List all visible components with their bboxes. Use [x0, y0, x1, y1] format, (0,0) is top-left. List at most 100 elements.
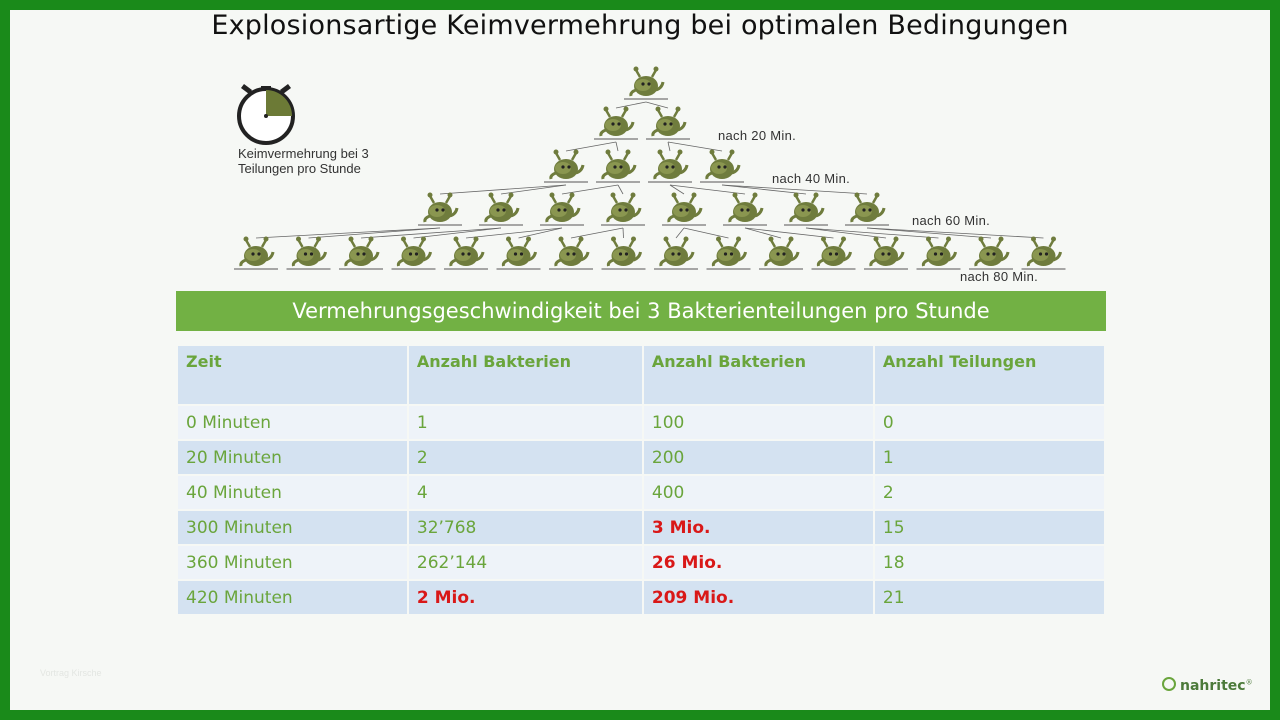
- bacterium-icon: [622, 65, 670, 101]
- header-anzahl-bakterien-1: Anzahl Bakterien: [408, 346, 642, 404]
- cell-zeit: 420 Minuten: [178, 581, 407, 614]
- division-line: [561, 184, 619, 195]
- level-label-60: nach 60 Min.: [912, 213, 991, 228]
- division-line: [645, 101, 669, 109]
- division-line: [721, 184, 807, 195]
- cell-bakterien-1: 1: [408, 406, 642, 439]
- cell-zeit: 20 Minuten: [178, 441, 407, 474]
- cell-bakterien-2: 3 Mio.: [643, 511, 873, 544]
- cell-bakterien-2: 209 Mio.: [643, 581, 873, 614]
- bacterium-icon: [416, 191, 464, 227]
- level-label-80: nach 80 Min.: [960, 269, 1039, 284]
- bacterium-icon: [232, 235, 280, 271]
- cell-bakterien-2: 26 Mio.: [643, 546, 873, 579]
- cell-bakterien-1: 262’144: [408, 546, 642, 579]
- bacterium-icon: [600, 235, 647, 271]
- bacterium-icon: [542, 148, 590, 184]
- bacterium-icon: [652, 235, 700, 271]
- division-line: [565, 141, 617, 152]
- stopwatch-caption: Keimvermehrung bei 3 Teilungen pro Stund…: [238, 146, 369, 176]
- bacterium-icon: [810, 235, 857, 271]
- cell-teilungen: 2: [874, 476, 1104, 509]
- division-line: [744, 227, 834, 239]
- bacterium-icon: [285, 235, 332, 271]
- table-header-row: Zeit Anzahl Bakterien Anzahl Bakterien A…: [178, 346, 1104, 404]
- cell-zeit: 40 Minuten: [178, 476, 407, 509]
- bacterium-icon: [757, 235, 805, 271]
- division-line: [615, 101, 647, 109]
- table-row: 0 Minuten 1 100 0: [178, 406, 1104, 439]
- cell-teilungen: 15: [874, 511, 1104, 544]
- bacterium-icon: [721, 191, 769, 227]
- division-line: [360, 227, 502, 239]
- division-line: [667, 141, 671, 152]
- division-line: [744, 227, 782, 239]
- header-anzahl-bakterien-2: Anzahl Bakterien: [643, 346, 873, 404]
- bacterium-icon: [538, 191, 586, 227]
- header-zeit: Zeit: [178, 346, 407, 404]
- cell-bakterien-2: 100: [643, 406, 873, 439]
- bacterium-icon: [495, 235, 542, 271]
- division-line: [805, 227, 887, 239]
- division-line: [866, 227, 1044, 239]
- division-line: [308, 227, 441, 239]
- bacterium-icon: [442, 235, 490, 271]
- bacteria-pyramid-illustration: [232, 65, 1067, 271]
- bacterium-icon: [337, 235, 385, 271]
- table-row: 420 Minuten 2 Mio. 209 Mio. 21: [178, 581, 1104, 614]
- stopwatch-icon: [237, 84, 295, 145]
- table-row: 20 Minuten 2 200 1: [178, 441, 1104, 474]
- logo-mark-icon: [1162, 677, 1176, 691]
- cell-bakterien-1: 2: [408, 441, 642, 474]
- bacterium-icon: [782, 191, 830, 227]
- cell-zeit: 300 Minuten: [178, 511, 407, 544]
- caption-line-1: Keimvermehrung bei 3: [238, 146, 369, 161]
- division-line: [255, 227, 441, 239]
- bacterium-icon: [547, 235, 595, 271]
- bacterium-icon: [698, 148, 746, 184]
- division-line: [465, 227, 563, 239]
- cell-zeit: 360 Minuten: [178, 546, 407, 579]
- nahritec-logo: nahritec®: [1162, 677, 1253, 694]
- table-banner: Vermehrungsgeschwindigkeit bei 3 Bakteri…: [176, 291, 1106, 331]
- growth-table: Zeit Anzahl Bakterien Anzahl Bakterien A…: [176, 344, 1106, 616]
- bacterium-icon: [646, 148, 694, 184]
- division-line: [866, 227, 992, 239]
- division-line: [518, 227, 563, 239]
- bacterium-icon: [592, 105, 640, 141]
- division-line: [439, 184, 567, 195]
- cell-teilungen: 1: [874, 441, 1104, 474]
- cell-zeit: 0 Minuten: [178, 406, 407, 439]
- division-line: [675, 227, 685, 239]
- bacterium-icon: [599, 191, 647, 227]
- bacterium-icon: [862, 235, 910, 271]
- division-line: [721, 184, 868, 195]
- level-label-40: nach 40 Min.: [772, 171, 851, 186]
- table-row: 360 Minuten 262’144 26 Mio. 18: [178, 546, 1104, 579]
- cell-bakterien-2: 200: [643, 441, 873, 474]
- division-line: [805, 227, 939, 239]
- footer-note: Vortrag Kirsche: [40, 668, 102, 678]
- cell-bakterien-2: 400: [643, 476, 873, 509]
- slide-title: Explosionsartige Keimvermehrung bei opti…: [211, 10, 1069, 41]
- cell-teilungen: 18: [874, 546, 1104, 579]
- division-line: [413, 227, 502, 239]
- slide: Explosionsartige Keimvermehrung bei opti…: [10, 10, 1270, 710]
- logo-registered-mark: ®: [1245, 678, 1253, 687]
- bacterium-icon: [660, 191, 708, 227]
- level-label-20: nach 20 Min.: [718, 128, 797, 143]
- header-anzahl-teilungen: Anzahl Teilungen: [874, 346, 1104, 404]
- bacterium-icon: [390, 235, 437, 271]
- table-row: 300 Minuten 32’768 3 Mio. 15: [178, 511, 1104, 544]
- caption-line-2: Teilungen pro Stunde: [238, 161, 361, 176]
- bacterium-icon: [915, 235, 962, 271]
- bacterium-icon: [594, 148, 642, 184]
- cell-bakterien-1: 2 Mio.: [408, 581, 642, 614]
- division-line: [667, 141, 723, 152]
- division-line: [617, 184, 624, 195]
- cell-teilungen: 0: [874, 406, 1104, 439]
- division-line: [669, 184, 746, 195]
- division-line: [622, 227, 624, 239]
- division-line: [669, 184, 685, 195]
- bacterium-icon: [967, 235, 1015, 271]
